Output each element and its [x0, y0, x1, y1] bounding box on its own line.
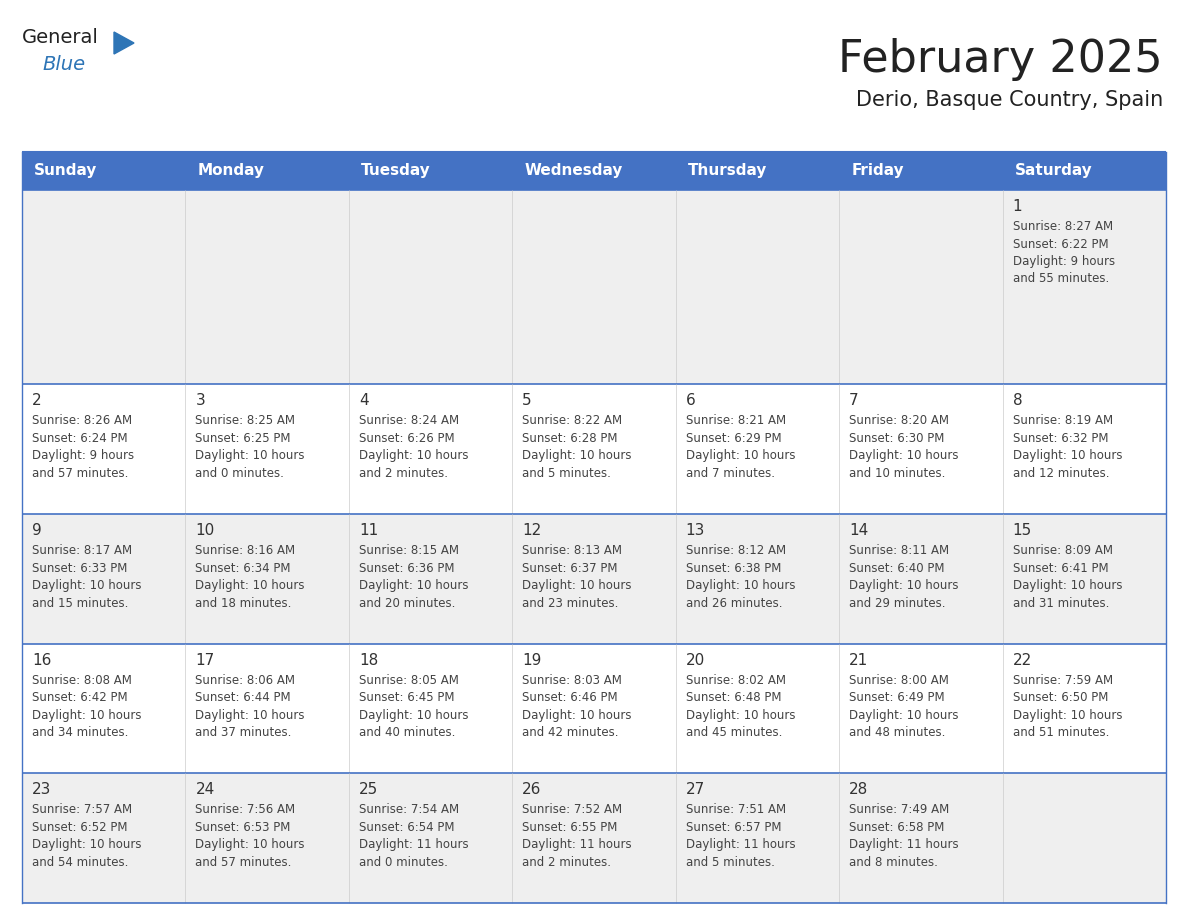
Text: Sunrise: 8:19 AM
Sunset: 6:32 PM
Daylight: 10 hours
and 12 minutes.: Sunrise: 8:19 AM Sunset: 6:32 PM Dayligh… [1012, 414, 1123, 480]
Text: Monday: Monday [197, 163, 265, 178]
Text: 22: 22 [1012, 653, 1032, 667]
Text: Friday: Friday [851, 163, 904, 178]
Text: Thursday: Thursday [688, 163, 767, 178]
Text: 4: 4 [359, 394, 368, 409]
Text: Sunrise: 8:25 AM
Sunset: 6:25 PM
Daylight: 10 hours
and 0 minutes.: Sunrise: 8:25 AM Sunset: 6:25 PM Dayligh… [196, 414, 305, 480]
Text: Sunrise: 7:59 AM
Sunset: 6:50 PM
Daylight: 10 hours
and 51 minutes.: Sunrise: 7:59 AM Sunset: 6:50 PM Dayligh… [1012, 674, 1123, 739]
Text: Sunrise: 8:09 AM
Sunset: 6:41 PM
Daylight: 10 hours
and 31 minutes.: Sunrise: 8:09 AM Sunset: 6:41 PM Dayligh… [1012, 544, 1123, 610]
Text: Sunrise: 8:21 AM
Sunset: 6:29 PM
Daylight: 10 hours
and 7 minutes.: Sunrise: 8:21 AM Sunset: 6:29 PM Dayligh… [685, 414, 795, 480]
Polygon shape [114, 32, 134, 54]
Text: February 2025: February 2025 [839, 38, 1163, 81]
Text: 8: 8 [1012, 394, 1022, 409]
Bar [23, 644, 1165, 773]
Text: Sunrise: 8:00 AM
Sunset: 6:49 PM
Daylight: 10 hours
and 48 minutes.: Sunrise: 8:00 AM Sunset: 6:49 PM Dayligh… [849, 674, 959, 739]
Text: Sunrise: 8:22 AM
Sunset: 6:28 PM
Daylight: 10 hours
and 5 minutes.: Sunrise: 8:22 AM Sunset: 6:28 PM Dayligh… [523, 414, 632, 480]
Text: Sunrise: 8:08 AM
Sunset: 6:42 PM
Daylight: 10 hours
and 34 minutes.: Sunrise: 8:08 AM Sunset: 6:42 PM Dayligh… [32, 674, 141, 739]
Text: 11: 11 [359, 523, 378, 538]
Text: 17: 17 [196, 653, 215, 667]
Text: 16: 16 [32, 653, 51, 667]
Text: Sunrise: 8:03 AM
Sunset: 6:46 PM
Daylight: 10 hours
and 42 minutes.: Sunrise: 8:03 AM Sunset: 6:46 PM Dayligh… [523, 674, 632, 739]
Bar [23, 152, 1165, 190]
Text: 13: 13 [685, 523, 706, 538]
Text: Wednesday: Wednesday [524, 163, 623, 178]
Text: 26: 26 [523, 782, 542, 798]
Text: 21: 21 [849, 653, 868, 667]
Text: 20: 20 [685, 653, 704, 667]
Bar [23, 385, 1165, 514]
Text: Sunrise: 8:02 AM
Sunset: 6:48 PM
Daylight: 10 hours
and 45 minutes.: Sunrise: 8:02 AM Sunset: 6:48 PM Dayligh… [685, 674, 795, 739]
Text: Blue: Blue [42, 55, 86, 74]
Text: Sunrise: 8:13 AM
Sunset: 6:37 PM
Daylight: 10 hours
and 23 minutes.: Sunrise: 8:13 AM Sunset: 6:37 PM Dayligh… [523, 544, 632, 610]
Text: 19: 19 [523, 653, 542, 667]
Text: 5: 5 [523, 394, 532, 409]
Text: Sunrise: 7:52 AM
Sunset: 6:55 PM
Daylight: 11 hours
and 2 minutes.: Sunrise: 7:52 AM Sunset: 6:55 PM Dayligh… [523, 803, 632, 868]
Text: Sunrise: 8:26 AM
Sunset: 6:24 PM
Daylight: 9 hours
and 57 minutes.: Sunrise: 8:26 AM Sunset: 6:24 PM Dayligh… [32, 414, 134, 480]
Text: 7: 7 [849, 394, 859, 409]
Text: 15: 15 [1012, 523, 1032, 538]
Text: Tuesday: Tuesday [361, 163, 430, 178]
Text: 12: 12 [523, 523, 542, 538]
Text: Sunrise: 7:51 AM
Sunset: 6:57 PM
Daylight: 11 hours
and 5 minutes.: Sunrise: 7:51 AM Sunset: 6:57 PM Dayligh… [685, 803, 795, 868]
Text: Sunrise: 8:16 AM
Sunset: 6:34 PM
Daylight: 10 hours
and 18 minutes.: Sunrise: 8:16 AM Sunset: 6:34 PM Dayligh… [196, 544, 305, 610]
Bar [23, 190, 1165, 385]
Bar [23, 773, 1165, 903]
Text: Saturday: Saturday [1015, 163, 1092, 178]
Text: 28: 28 [849, 782, 868, 798]
Text: 2: 2 [32, 394, 42, 409]
Text: 23: 23 [32, 782, 51, 798]
Text: 10: 10 [196, 523, 215, 538]
Text: Sunrise: 7:49 AM
Sunset: 6:58 PM
Daylight: 11 hours
and 8 minutes.: Sunrise: 7:49 AM Sunset: 6:58 PM Dayligh… [849, 803, 959, 868]
Text: Sunrise: 8:20 AM
Sunset: 6:30 PM
Daylight: 10 hours
and 10 minutes.: Sunrise: 8:20 AM Sunset: 6:30 PM Dayligh… [849, 414, 959, 480]
Text: Sunrise: 7:54 AM
Sunset: 6:54 PM
Daylight: 11 hours
and 0 minutes.: Sunrise: 7:54 AM Sunset: 6:54 PM Dayligh… [359, 803, 468, 868]
Text: 14: 14 [849, 523, 868, 538]
Text: 6: 6 [685, 394, 695, 409]
Text: 18: 18 [359, 653, 378, 667]
Text: Sunrise: 8:15 AM
Sunset: 6:36 PM
Daylight: 10 hours
and 20 minutes.: Sunrise: 8:15 AM Sunset: 6:36 PM Dayligh… [359, 544, 468, 610]
Text: 3: 3 [196, 394, 206, 409]
Text: Sunrise: 8:17 AM
Sunset: 6:33 PM
Daylight: 10 hours
and 15 minutes.: Sunrise: 8:17 AM Sunset: 6:33 PM Dayligh… [32, 544, 141, 610]
Text: Sunrise: 8:11 AM
Sunset: 6:40 PM
Daylight: 10 hours
and 29 minutes.: Sunrise: 8:11 AM Sunset: 6:40 PM Dayligh… [849, 544, 959, 610]
Text: Sunrise: 7:57 AM
Sunset: 6:52 PM
Daylight: 10 hours
and 54 minutes.: Sunrise: 7:57 AM Sunset: 6:52 PM Dayligh… [32, 803, 141, 868]
Text: 27: 27 [685, 782, 704, 798]
Text: 1: 1 [1012, 199, 1022, 214]
Text: Sunrise: 8:24 AM
Sunset: 6:26 PM
Daylight: 10 hours
and 2 minutes.: Sunrise: 8:24 AM Sunset: 6:26 PM Dayligh… [359, 414, 468, 480]
Bar [23, 514, 1165, 644]
Text: 9: 9 [32, 523, 42, 538]
Text: 24: 24 [196, 782, 215, 798]
Text: Sunday: Sunday [34, 163, 97, 178]
Text: Sunrise: 8:27 AM
Sunset: 6:22 PM
Daylight: 9 hours
and 55 minutes.: Sunrise: 8:27 AM Sunset: 6:22 PM Dayligh… [1012, 220, 1114, 285]
Text: Sunrise: 8:05 AM
Sunset: 6:45 PM
Daylight: 10 hours
and 40 minutes.: Sunrise: 8:05 AM Sunset: 6:45 PM Dayligh… [359, 674, 468, 739]
Text: Derio, Basque Country, Spain: Derio, Basque Country, Spain [855, 90, 1163, 110]
Text: Sunrise: 8:06 AM
Sunset: 6:44 PM
Daylight: 10 hours
and 37 minutes.: Sunrise: 8:06 AM Sunset: 6:44 PM Dayligh… [196, 674, 305, 739]
Text: General: General [23, 28, 99, 47]
Text: Sunrise: 7:56 AM
Sunset: 6:53 PM
Daylight: 10 hours
and 57 minutes.: Sunrise: 7:56 AM Sunset: 6:53 PM Dayligh… [196, 803, 305, 868]
Text: 25: 25 [359, 782, 378, 798]
Text: Sunrise: 8:12 AM
Sunset: 6:38 PM
Daylight: 10 hours
and 26 minutes.: Sunrise: 8:12 AM Sunset: 6:38 PM Dayligh… [685, 544, 795, 610]
